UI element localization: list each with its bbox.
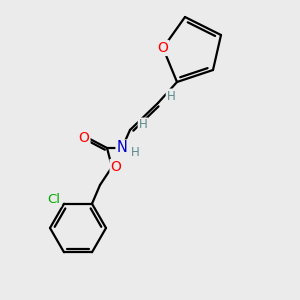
Text: N: N <box>117 140 128 155</box>
Text: H: H <box>130 146 140 160</box>
Text: H: H <box>139 118 147 131</box>
Text: O: O <box>79 131 89 145</box>
Text: H: H <box>167 89 176 103</box>
Text: O: O <box>111 160 122 174</box>
Text: O: O <box>158 41 168 55</box>
Text: Cl: Cl <box>47 193 61 206</box>
